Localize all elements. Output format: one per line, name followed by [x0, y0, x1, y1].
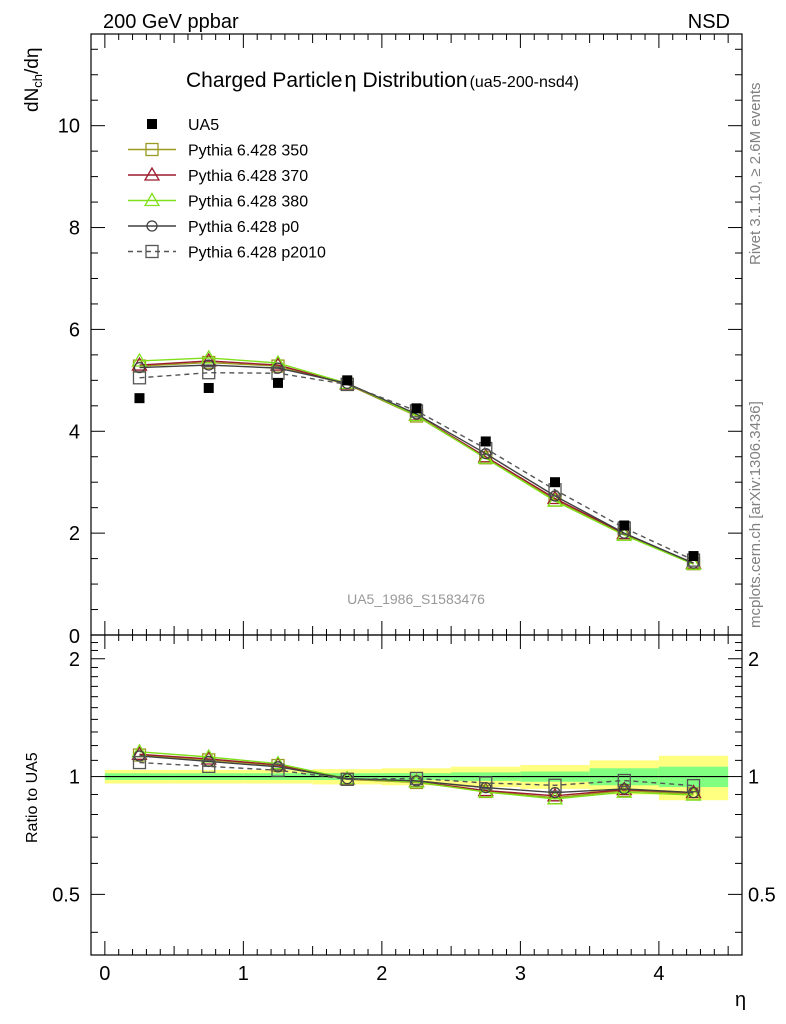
legend-label-ua5: UA5 [188, 117, 219, 134]
data-point-pythia-6-428-370 [200, 352, 217, 367]
data-point-ua5 [272, 377, 283, 388]
x-tick-label: 0 [99, 963, 110, 985]
ratio-y-tick-label: 2 [69, 649, 80, 671]
x-tick-label: 4 [653, 963, 664, 985]
data-point-ua5 [134, 393, 145, 404]
legend-marker-ua5 [147, 119, 157, 129]
legend-marker-pythia-6-428-370 [143, 166, 161, 181]
legend-marker-pythia-6-428-p0 [146, 220, 158, 232]
data-point-ua5 [480, 436, 491, 447]
ratio-line-pythia-6-428-380 [139, 751, 694, 800]
ratio-point-pythia-6-428-380 [685, 786, 702, 801]
data-point-pythia-6-428-p2010 [202, 366, 216, 380]
ratio-panel: 0 1 2 3 4 0.5 1 2 0.5 1 2 [52, 634, 776, 985]
data-point-pythia-6-428-p2010 [132, 371, 147, 385]
ratio-point-pythia-6-428-p2010 [202, 759, 216, 773]
data-point-ua5 [688, 551, 699, 562]
mcplots-label: mcplots.cern.ch [arXiv:1306.3436] [747, 401, 764, 628]
ratio-plot-frame [90, 634, 743, 956]
chart-title: Charged Particleη Distribution (ua5-200-n… [186, 67, 579, 92]
ratio-point-pythia-6-428-p0 [687, 786, 700, 799]
series-line-pythia-6-428-370 [139, 360, 694, 564]
ratio-point-pythia-6-428-p2010 [617, 773, 631, 788]
x-tick-label: 1 [238, 963, 249, 985]
series-line-pythia-6-428-p2010 [139, 371, 694, 561]
data-point-ua5 [550, 477, 561, 488]
ratio-point-pythia-6-428-380 [546, 790, 564, 805]
ratio-point-pythia-6-428-p2010 [479, 776, 493, 790]
legend-label-pythia-6-428-380: Pythia 6.428 380 [188, 194, 308, 211]
main-y-tick-label: 2 [69, 523, 80, 545]
ratio-point-pythia-6-428-p2010 [132, 755, 147, 770]
ratio-point-pythia-6-428-p0 [272, 761, 284, 773]
legend-marker-pythia-6-428-p2010 [145, 244, 159, 259]
legend-label-pythia-6-428-p2010: Pythia 6.428 p2010 [188, 245, 326, 262]
main-y-tick-label: 10 [58, 116, 80, 138]
ratio-point-pythia-6-428-p2010 [340, 772, 354, 786]
data-point-ua5 [203, 382, 214, 393]
header-right: NSD [688, 11, 730, 33]
header-left: 200 GeV ppbar [103, 11, 239, 33]
legend-marker-pythia-6-428-380 [143, 192, 161, 207]
ratio-y-tick-label-right: 2 [748, 649, 759, 671]
series-line-pythia-6-428-380 [139, 357, 694, 565]
ratio-point-pythia-6-428-p0 [618, 783, 630, 795]
ratio-point-pythia-6-428-p0 [480, 781, 492, 794]
main-y-tick-label: 8 [69, 218, 80, 240]
main-y-tick-label: 0 [69, 626, 80, 648]
x-axis-label: η [735, 989, 746, 1011]
data-point-pythia-6-428-380 [200, 349, 217, 364]
x-tick-label: 2 [376, 963, 387, 985]
legend-label-pythia-6-428-p0: Pythia 6.428 p0 [188, 219, 299, 236]
ratio-line-pythia-6-428-p0 [139, 755, 694, 794]
data-point-pythia-6-428-380 [685, 555, 702, 570]
main-y-axis-label: dNch/dη [22, 48, 45, 112]
series-line-pythia-6-428-350 [139, 361, 694, 565]
ratio-y-tick-label: 0.5 [52, 884, 80, 906]
data-point-pythia-6-428-p0 [133, 361, 146, 374]
ratio-y-tick-label-right: 0.5 [748, 884, 776, 906]
ratio-point-pythia-6-428-p2010 [686, 778, 701, 793]
ratio-point-pythia-6-428-380 [616, 783, 633, 798]
legend-label-pythia-6-428-350: Pythia 6.428 350 [188, 143, 308, 160]
main-y-tick-label: 4 [69, 421, 80, 443]
data-point-pythia-6-428-p0 [203, 359, 215, 371]
ratio-point-pythia-6-428-p0 [410, 775, 423, 787]
ratio-point-pythia-6-428-p0 [549, 786, 561, 799]
legend-marker-pythia-6-428-350 [145, 142, 159, 157]
rivet-label: Rivet 3.1.10, ≥ 2.6M events [747, 83, 764, 266]
ratio-y-tick-label-right: 1 [748, 767, 759, 789]
ratio-y-tick-label: 1 [69, 767, 80, 789]
ratio-point-pythia-6-428-p2010 [271, 763, 285, 777]
ratio-point-pythia-6-428-370 [546, 787, 564, 802]
series-line-pythia-6-428-p0 [139, 364, 694, 564]
ratio-point-pythia-6-428-p0 [203, 755, 215, 768]
x-tick-label: 3 [515, 963, 526, 985]
ratio-point-pythia-6-428-p2010 [548, 778, 562, 792]
data-point-pythia-6-428-380 [131, 352, 148, 367]
legend-label-pythia-6-428-370: Pythia 6.428 370 [188, 168, 308, 185]
ratio-y-axis-label: Ratio to UA5 [24, 752, 41, 843]
data-point-ua5 [342, 375, 353, 386]
data-point-ua5 [619, 520, 630, 531]
data-point-pythia-6-428-380 [408, 407, 425, 422]
analysis-watermark: UA5_1986_S1583476 [347, 591, 485, 607]
data-point-ua5 [411, 403, 422, 414]
legend: UA5 Pythia 6.428 350 Pythia 6.428 370 Pythi… [128, 117, 326, 262]
main-y-tick-label: 6 [69, 319, 80, 341]
ratio-point-pythia-6-428-p2010 [409, 771, 424, 786]
ratio-line-pythia-6-428-p2010 [139, 761, 694, 787]
